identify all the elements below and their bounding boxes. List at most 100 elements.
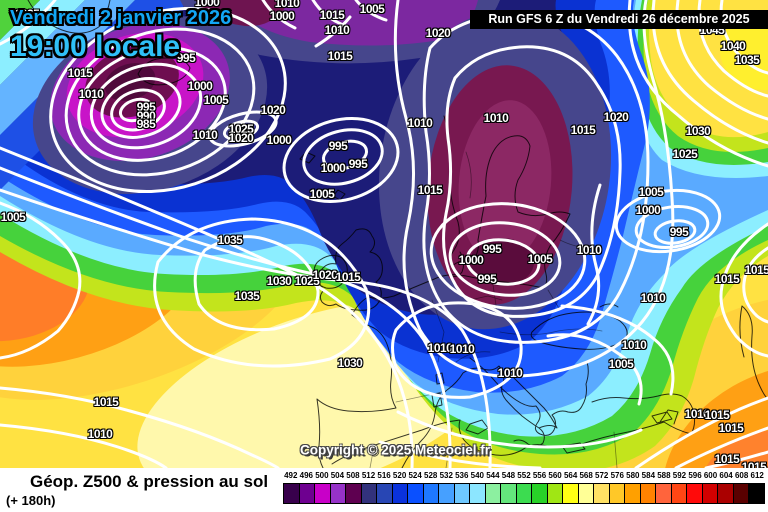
colorscale-swatch (329, 483, 347, 504)
colorscale-value: 584 (641, 471, 656, 480)
colorscale-swatch (469, 483, 486, 504)
colorscale-swatch (608, 483, 626, 504)
colorscale-swatch (531, 483, 548, 504)
pressure-label: 1015 (704, 408, 730, 422)
colorscale-value: 508 (346, 471, 360, 480)
colorscale-value: 536 (455, 471, 469, 480)
pressure-label: 1010 (497, 366, 523, 380)
isobar-labels-layer: 1025 1000 1010 1000 1015 1005 1010 1015 1020 995 1… (1, 0, 768, 473)
pressure-label: 1000 (187, 79, 213, 93)
pressure-label: 995 (136, 100, 156, 114)
pressure-label: 1010 (621, 338, 647, 352)
pressure-label: 1005 (638, 185, 664, 199)
pressure-label: 1005 (309, 187, 335, 201)
colorscale-swatch (345, 483, 362, 504)
colorscale-swatch (624, 483, 641, 504)
legend-bar: Géop. Z500 & pression au sol (+ 180h) 49… (0, 468, 768, 512)
colorscale-swatch (717, 483, 734, 504)
pressure-label: 1020 (603, 110, 629, 124)
legend-title: Géop. Z500 & pression au sol (30, 472, 269, 491)
pressure-label: 1010 (87, 427, 113, 441)
pressure-label: 1010 (324, 23, 350, 37)
pressure-label: 1010 (684, 407, 710, 421)
legend-forecast-hour: (+ 180h) (6, 493, 56, 508)
pressure-label: 1015 (319, 8, 345, 22)
colorscale-swatch (593, 483, 610, 504)
colorscale-swatch (407, 483, 424, 504)
colorscale-swatch (562, 483, 579, 504)
colorscale-value: 512 (361, 471, 376, 480)
pressure-label: 1035 (734, 53, 760, 67)
pressure-label: 1030 (337, 356, 363, 370)
colorscale-value: 576 (610, 471, 624, 480)
pressure-label: 1025 (672, 147, 698, 161)
pressure-label: 1010 (449, 342, 475, 356)
colorscale-swatch (391, 483, 409, 504)
pressure-label: 1005 (359, 2, 385, 16)
colorscale-values: 492 496 500 504 508 512 516 520 524 528 532 536 540 5… (283, 471, 765, 481)
pressure-label: 1015 (714, 272, 740, 286)
colorscale-value: 568 (579, 471, 593, 480)
colorscale-value: 532 (439, 471, 453, 480)
colorscale-swatch (686, 483, 703, 504)
model-run-info: Run GFS 6 Z du Vendredi 26 décembre 2025 (470, 10, 768, 29)
forecast-datetime: Vendredi 2 janvier 2026 19:00 locale (10, 6, 231, 63)
pressure-label: 1000 (269, 9, 295, 23)
colorscale-value: 528 (424, 471, 438, 480)
colorscale-value: 612 (750, 471, 764, 480)
colorscale-swatch (655, 483, 672, 504)
colorscale-value: 492 (284, 471, 298, 480)
geopotential-colorscale: 492 496 500 504 508 512 516 520 524 528 532 536 540 5… (283, 471, 765, 504)
colorscale-swatch (732, 483, 750, 504)
pressure-label: 1015 (327, 49, 353, 63)
colorscale-value: 592 (672, 471, 687, 480)
pressure-label: 985 (136, 117, 156, 131)
pressure-label: 1010 (483, 111, 509, 125)
pressure-label: 995 (482, 242, 502, 256)
forecast-date: Vendredi 2 janvier 2026 (10, 7, 232, 29)
colorscale-value: 588 (657, 471, 671, 480)
pressure-label: 1015 (744, 263, 768, 277)
pressure-label: 1025 (228, 122, 254, 136)
colorscale-swatches (283, 483, 765, 504)
pressure-label: 1010 (407, 116, 433, 130)
colorscale-swatch (438, 483, 455, 504)
colorscale-swatch (376, 483, 393, 504)
pressure-label: 1025 (14, 7, 40, 21)
colorscale-swatch (515, 483, 533, 504)
pressure-label: 995 (477, 272, 497, 286)
colorscale-swatch (546, 483, 564, 504)
pressure-label: 1010 (274, 0, 300, 10)
colorscale-swatch (577, 483, 595, 504)
pressure-label: 1005 (203, 93, 229, 107)
pressure-label: 1015 (570, 123, 596, 137)
colorscale-swatch (422, 483, 440, 504)
pressure-label: 1005 (527, 252, 553, 266)
colorscale-swatch (500, 483, 517, 504)
pressure-label: 1035 (217, 233, 243, 247)
pressure-label: 1015 (714, 452, 740, 466)
pressure-label: 1000 (194, 0, 220, 9)
colorscale-swatch (314, 483, 331, 504)
colorscale-swatch (639, 483, 657, 504)
pressure-label: 990 (136, 109, 156, 123)
colorscale-value: 604 (719, 471, 733, 480)
pressure-label: 1015 (335, 270, 361, 284)
colorscale-value: 580 (626, 471, 640, 480)
colorscale-value: 548 (501, 471, 516, 480)
colorscale-value: 552 (517, 471, 531, 480)
pressure-label: 995 (348, 157, 368, 171)
colorscale-value: 500 (315, 471, 329, 480)
pressure-label: 995 (176, 51, 196, 65)
pressure-label: 1030 (685, 124, 711, 138)
pressure-label: 1010 (78, 87, 104, 101)
colorscale-value: 496 (299, 471, 313, 480)
pressure-label: 1005 (608, 357, 634, 371)
colorscale-value: 596 (688, 471, 702, 480)
pressure-label: 1010 (640, 291, 666, 305)
pressure-label: 1015 (67, 66, 93, 80)
colorscale-value: 600 (703, 471, 718, 480)
pressure-label: 1015 (93, 395, 119, 409)
colorscale-value: 544 (486, 471, 500, 480)
